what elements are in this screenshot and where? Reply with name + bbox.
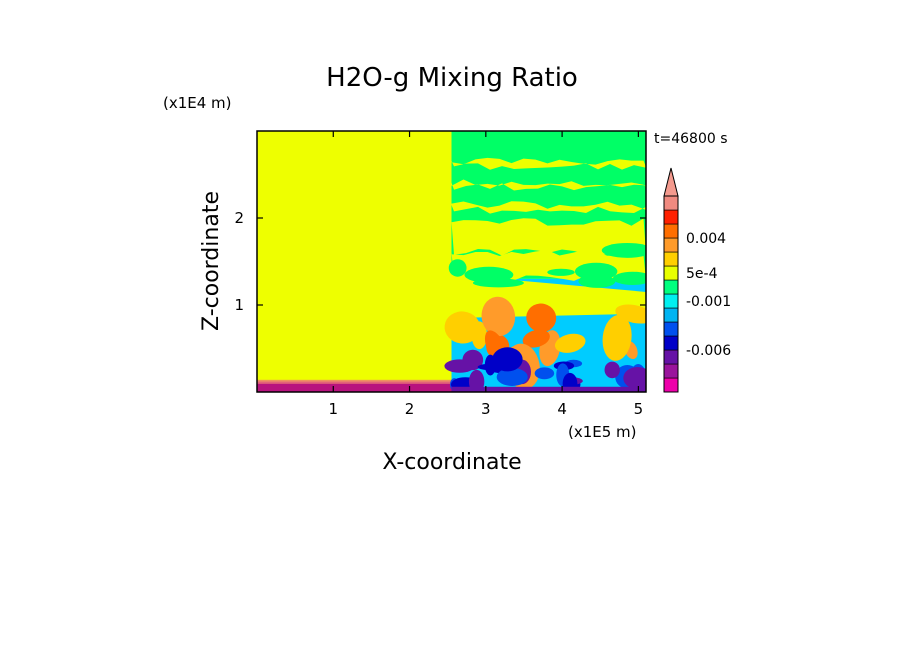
plume [522,329,550,348]
colorbar-swatch [663,195,679,211]
colorbar-swatch [663,209,679,225]
green-patch [547,268,575,276]
colorbar-swatch [663,237,679,253]
chart-title: H2O-g Mixing Ratio [326,63,578,93]
y-unit-label: (x1E4 m) [163,94,232,112]
upper-band [451,157,646,170]
y-tick-label: 2 [234,209,244,227]
bottom-structure [623,367,646,390]
colorbar-label: -0.006 [686,343,731,359]
colorbar-swatch [663,307,679,323]
x-tick-label: 4 [557,400,567,418]
x-tick-label: 5 [634,400,644,418]
region-surface-band [257,381,452,392]
bottom-strip [451,386,646,392]
plume [526,303,557,333]
plume [554,333,586,353]
x-unit-label: (x1E5 m) [568,423,637,441]
green-patch [448,259,467,277]
plume [615,304,646,324]
colorbar-label: -0.001 [686,294,731,310]
bottom-structure [496,367,528,386]
colorbar-swatch [663,265,679,281]
upper-band [451,179,646,191]
bottom-structure [468,369,485,392]
colorbar-swatch [663,251,679,267]
bottom-structure [604,361,620,379]
upper-band [451,201,646,214]
colorbar-label: 5e-4 [686,266,718,282]
colorbar-label: 0.004 [686,231,726,247]
x-tick-label: 1 [329,400,339,418]
bottom-structure [534,367,555,380]
plot-frame [256,130,647,393]
colorbar-swatch [663,223,679,239]
green-patch [464,266,514,283]
colorbar-swatch [663,335,679,351]
green-patch [601,242,646,258]
green-patch [574,262,618,281]
plume [444,311,481,344]
colorbar-swatch [663,349,679,365]
surface-edge [257,379,452,384]
x-axis-label: X-coordinate [382,450,521,475]
x-tick-label: 2 [405,400,415,418]
colorbar-swatch [663,363,679,379]
bottom-structure [492,347,523,372]
bottom-structure [444,359,475,373]
y-axis-label: Z-coordinate [199,191,224,331]
upper-band [451,218,646,256]
axis-ticks: 1 2 3 4 5 1 2 [234,131,646,418]
colorbar-swatch [663,321,679,337]
plume [602,314,632,361]
colorbar-swatch [663,293,679,309]
x-tick-label: 3 [481,400,491,418]
colorbar-swatch [663,279,679,295]
colorbar: -0.006 -0.001 5e-4 0.004 [663,167,731,393]
time-label: t=46800 s [654,131,728,147]
colorbar-extend-arrow [663,167,679,197]
y-tick-label: 1 [234,296,244,314]
plume [481,296,516,337]
colorbar-swatch [663,377,679,393]
region-left-block [257,131,452,382]
green-patch [619,272,646,280]
heatmap-field [257,131,646,392]
colorbar-frame [663,195,679,393]
